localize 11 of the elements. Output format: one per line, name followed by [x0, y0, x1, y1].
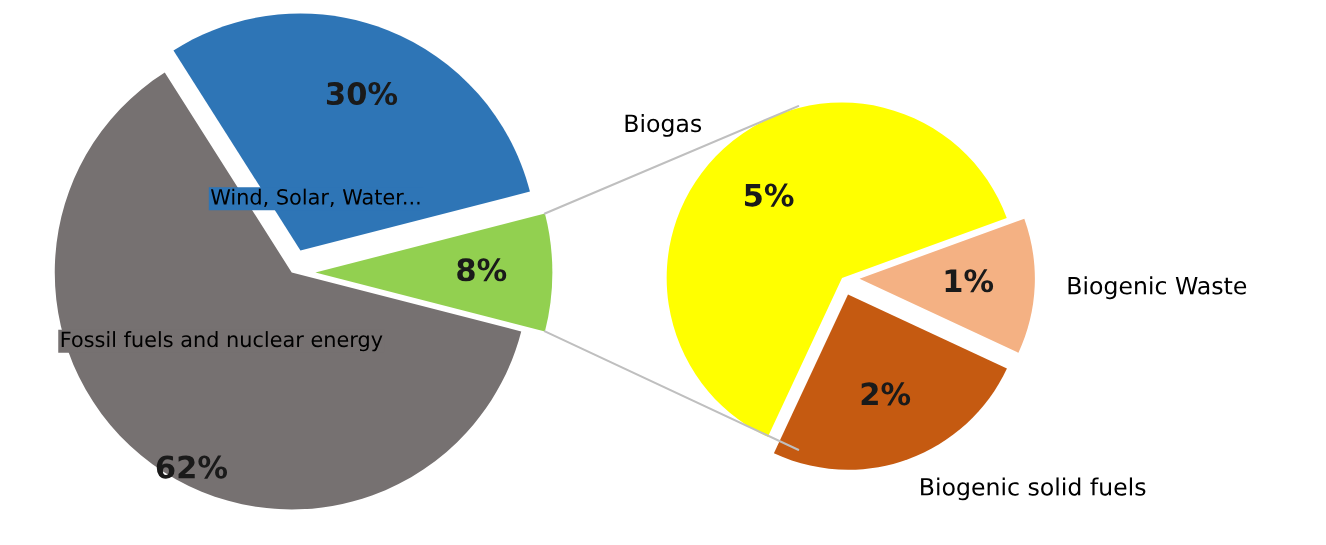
data-label: 5%	[744, 183, 794, 207]
slice-label: Biogenic solid fuels	[921, 477, 1146, 501]
slice-label: Fossil fuels and nuclear energy	[61, 331, 383, 352]
data-label: 8%	[457, 258, 507, 282]
data-label: 30%	[326, 82, 398, 106]
data-label: 1%	[945, 269, 994, 293]
data-label: 62%	[156, 455, 228, 479]
slice-label: Biogenic Waste	[1068, 276, 1247, 300]
data-label: 2%	[861, 382, 911, 406]
slice-label: Wind, Solar, Water...	[210, 188, 420, 207]
slice-label: Biogas	[625, 113, 702, 137]
